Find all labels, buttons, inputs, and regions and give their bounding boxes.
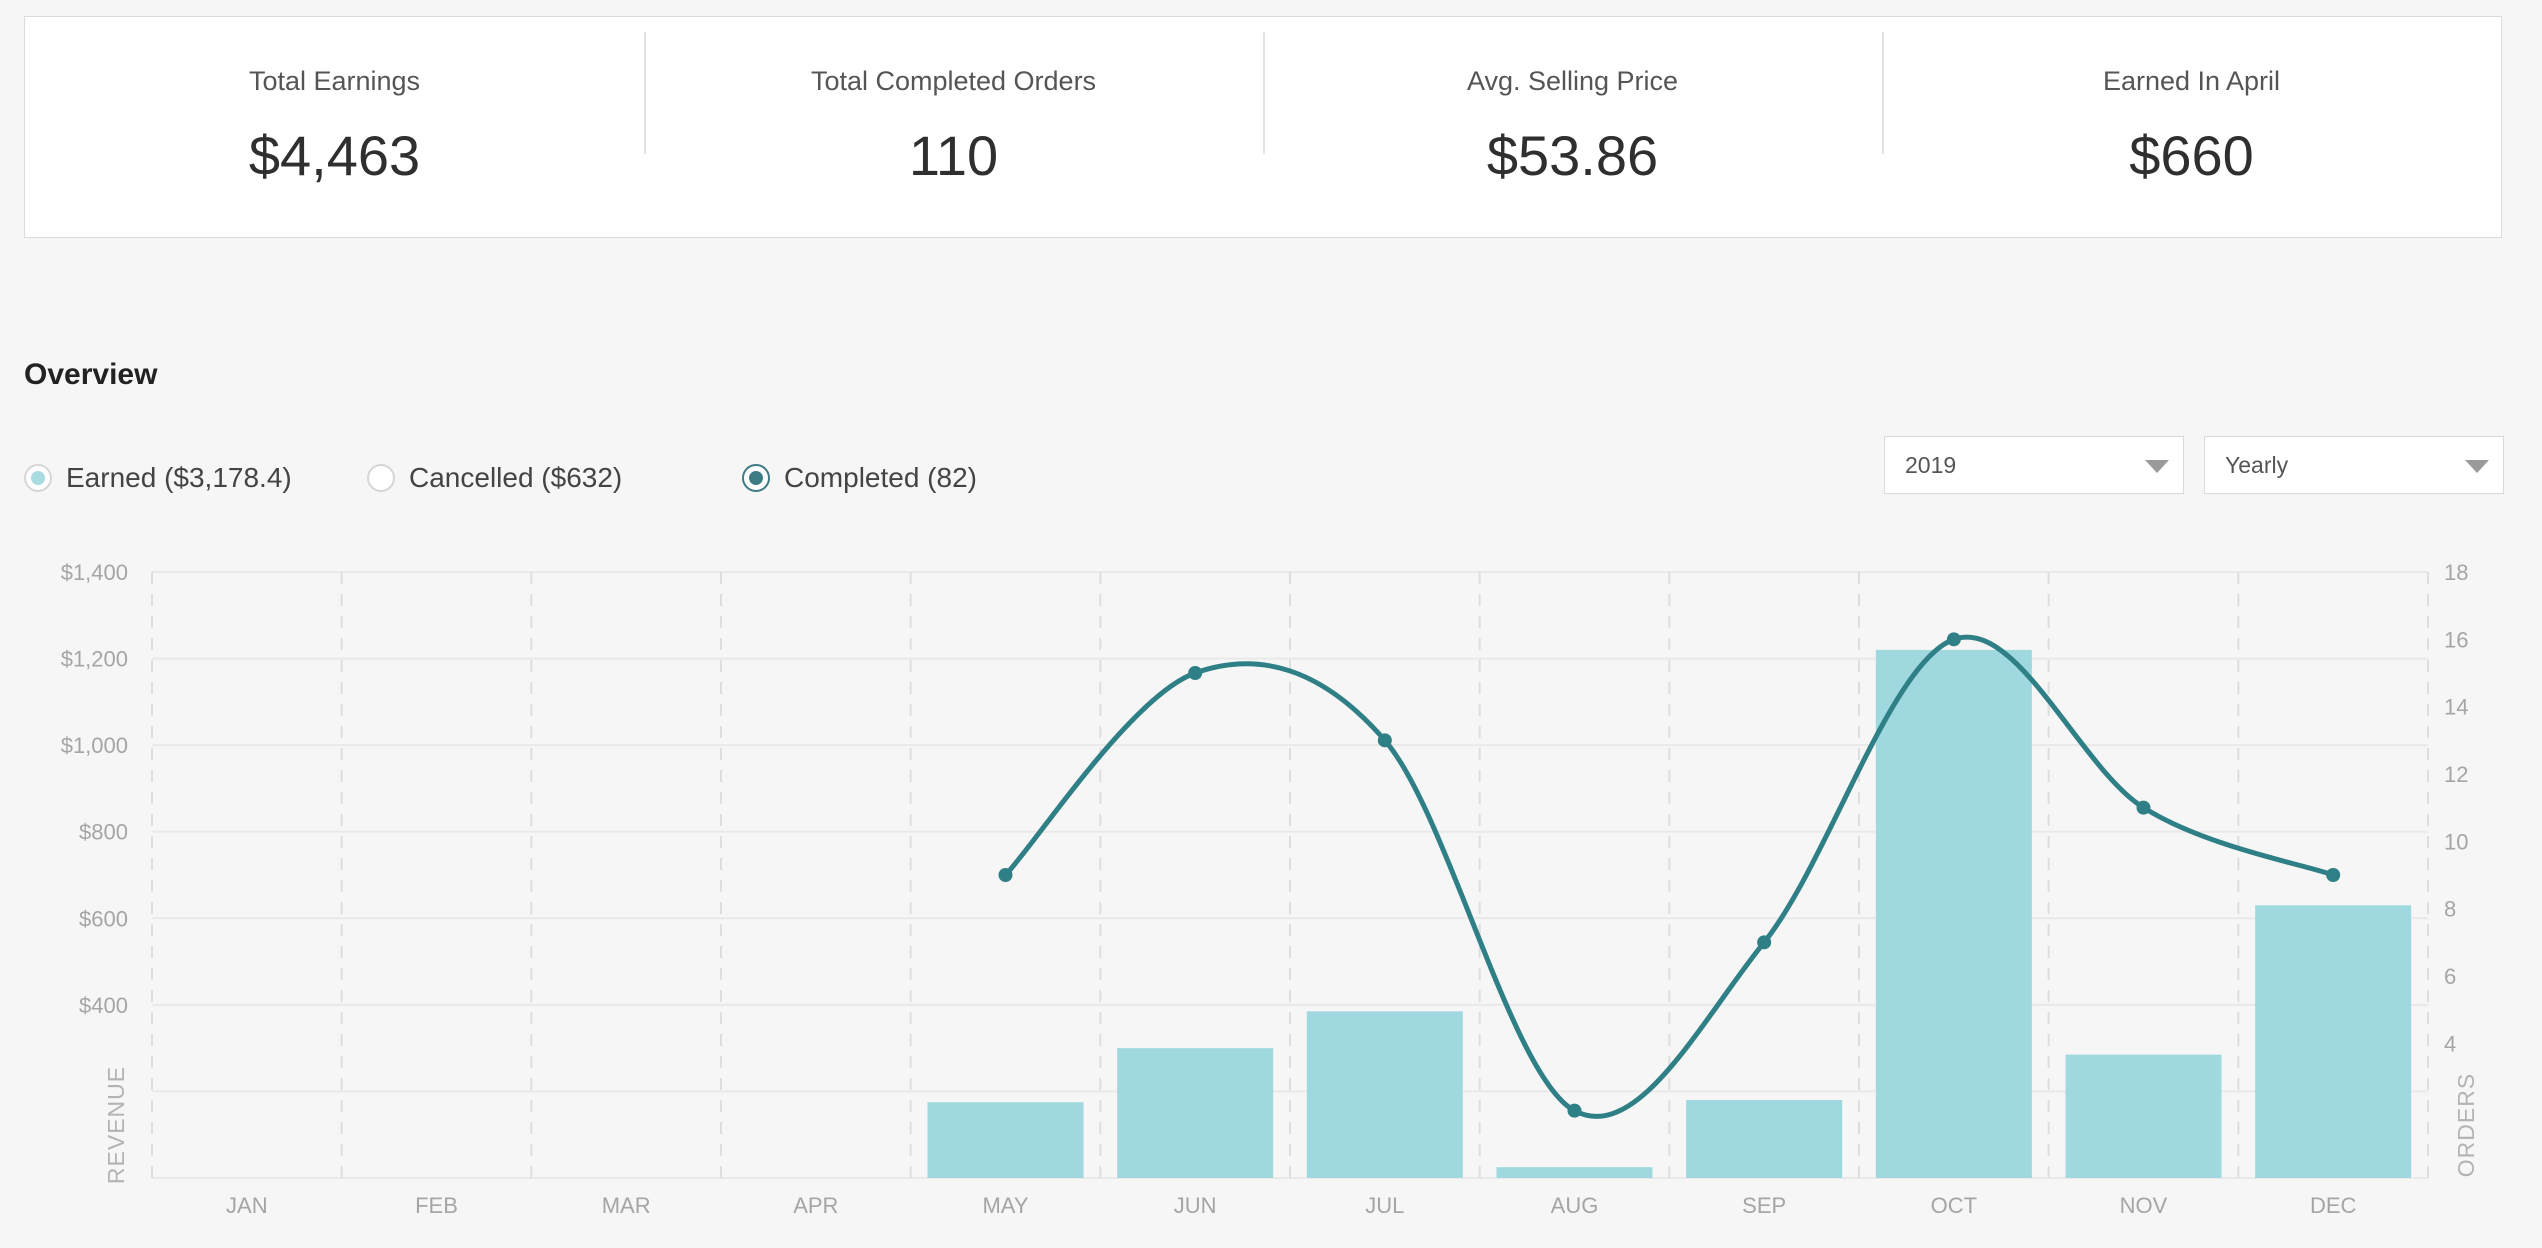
stat-value: $660	[2129, 124, 2254, 187]
legend-completed-toggle[interactable]: Completed (82)	[742, 460, 977, 496]
y-tick-label: $800	[79, 820, 128, 845]
stat-total-completed-orders: Total Completed Orders 110	[644, 32, 1263, 188]
y2-tick-label: 16	[2444, 627, 2468, 652]
y2-tick-label: 8	[2444, 897, 2456, 922]
stat-value: $4,463	[248, 124, 421, 187]
legend-earned-toggle[interactable]: Earned ($3,178.4)	[24, 460, 292, 496]
stat-earned-in-april: Earned In April $660	[1882, 32, 2501, 188]
stat-label: Total Completed Orders	[810, 66, 1097, 96]
x-tick-label: JUL	[1365, 1193, 1404, 1218]
period-select[interactable]: Yearly	[2204, 436, 2504, 494]
stat-value: 110	[908, 124, 999, 187]
stat-label: Earned In April	[2102, 66, 2281, 96]
y-tick-label: $1,200	[61, 647, 128, 672]
radio-cancelled[interactable]	[367, 464, 395, 492]
bar-nov	[2065, 1054, 2222, 1178]
orders-point	[1946, 632, 1961, 647]
y2-tick-label: 4	[2444, 1031, 2456, 1056]
y-tick-label: $1,000	[61, 733, 128, 758]
orders-point	[1567, 1103, 1582, 1118]
bar-jul	[1306, 1011, 1463, 1178]
stat-total-earnings: Total Earnings $4,463	[25, 66, 644, 188]
radio-earned[interactable]	[24, 464, 52, 492]
x-tick-label: SEP	[1742, 1193, 1786, 1218]
summary-panel: Total Earnings $4,463 Total Completed Or…	[24, 16, 2502, 238]
radio-completed[interactable]	[742, 464, 770, 492]
year-select[interactable]: 2019	[1884, 436, 2184, 494]
orders-point	[2326, 868, 2341, 882]
x-tick-label: APR	[793, 1193, 838, 1218]
legend-cancelled-toggle[interactable]: Cancelled ($632)	[367, 460, 622, 496]
radio-dot	[374, 471, 388, 485]
x-tick-label: JAN	[226, 1193, 268, 1218]
x-tick-label: NOV	[2120, 1193, 2168, 1218]
chevron-down-icon	[2465, 460, 2489, 473]
orders-point	[1757, 935, 1772, 950]
radio-dot	[31, 471, 45, 485]
y2-tick-label: 12	[2444, 762, 2468, 787]
overview-chart: $400 $600 $800 $1,000 $1,200 $1,400 4 6 8 10 12 14 1…	[61, 560, 2479, 1218]
overview-title: Overview	[24, 358, 158, 391]
period-select-value: Yearly	[2225, 452, 2289, 478]
bar-jun	[1117, 1048, 1274, 1178]
legend-completed-label: Completed (82)	[784, 462, 977, 493]
year-select-value: 2019	[1905, 452, 1957, 478]
bar-sep	[1686, 1100, 1843, 1178]
bar-oct	[1875, 649, 2032, 1178]
y2-tick-label: 6	[2444, 964, 2456, 989]
y-tick-label: $400	[79, 993, 128, 1018]
x-tick-label: DEC	[2310, 1193, 2357, 1218]
chevron-down-icon	[2145, 460, 2169, 473]
x-tick-label: JUN	[1174, 1193, 1217, 1218]
orders-point	[2136, 800, 2151, 815]
x-tick-label: MAY	[982, 1193, 1028, 1218]
radio-dot	[749, 471, 763, 485]
bar-aug	[1496, 1167, 1653, 1178]
y-axis-title: REVENUE	[103, 1066, 129, 1184]
x-tick-label: AUG	[1551, 1193, 1599, 1218]
y2-tick-label: 10	[2444, 829, 2468, 854]
x-tick-label: FEB	[415, 1193, 458, 1218]
orders-point	[1188, 666, 1203, 680]
y-tick-label: $600	[79, 906, 128, 931]
y-tick-label: $1,400	[61, 560, 128, 585]
stat-label: Avg. Selling Price	[1466, 66, 1679, 96]
y2-tick-label: 14	[2444, 695, 2468, 720]
x-tick-label: MAR	[602, 1193, 651, 1218]
stat-avg-selling-price: Avg. Selling Price $53.86	[1263, 32, 1882, 188]
orders-point	[998, 868, 1013, 882]
y2-tick-label: 18	[2444, 560, 2468, 585]
stat-value: $53.86	[1486, 124, 1659, 187]
bar-dec	[2255, 905, 2412, 1178]
bar-may	[927, 1102, 1084, 1178]
stat-label: Total Earnings	[248, 66, 421, 96]
legend-earned-label: Earned ($3,178.4)	[66, 462, 292, 493]
orders-line	[1003, 634, 2336, 1119]
x-tick-label: OCT	[1931, 1193, 1977, 1218]
y2-axis-title: ORDERS	[2453, 1073, 2479, 1177]
legend-cancelled-label: Cancelled ($632)	[409, 462, 623, 493]
orders-point	[1377, 733, 1392, 748]
